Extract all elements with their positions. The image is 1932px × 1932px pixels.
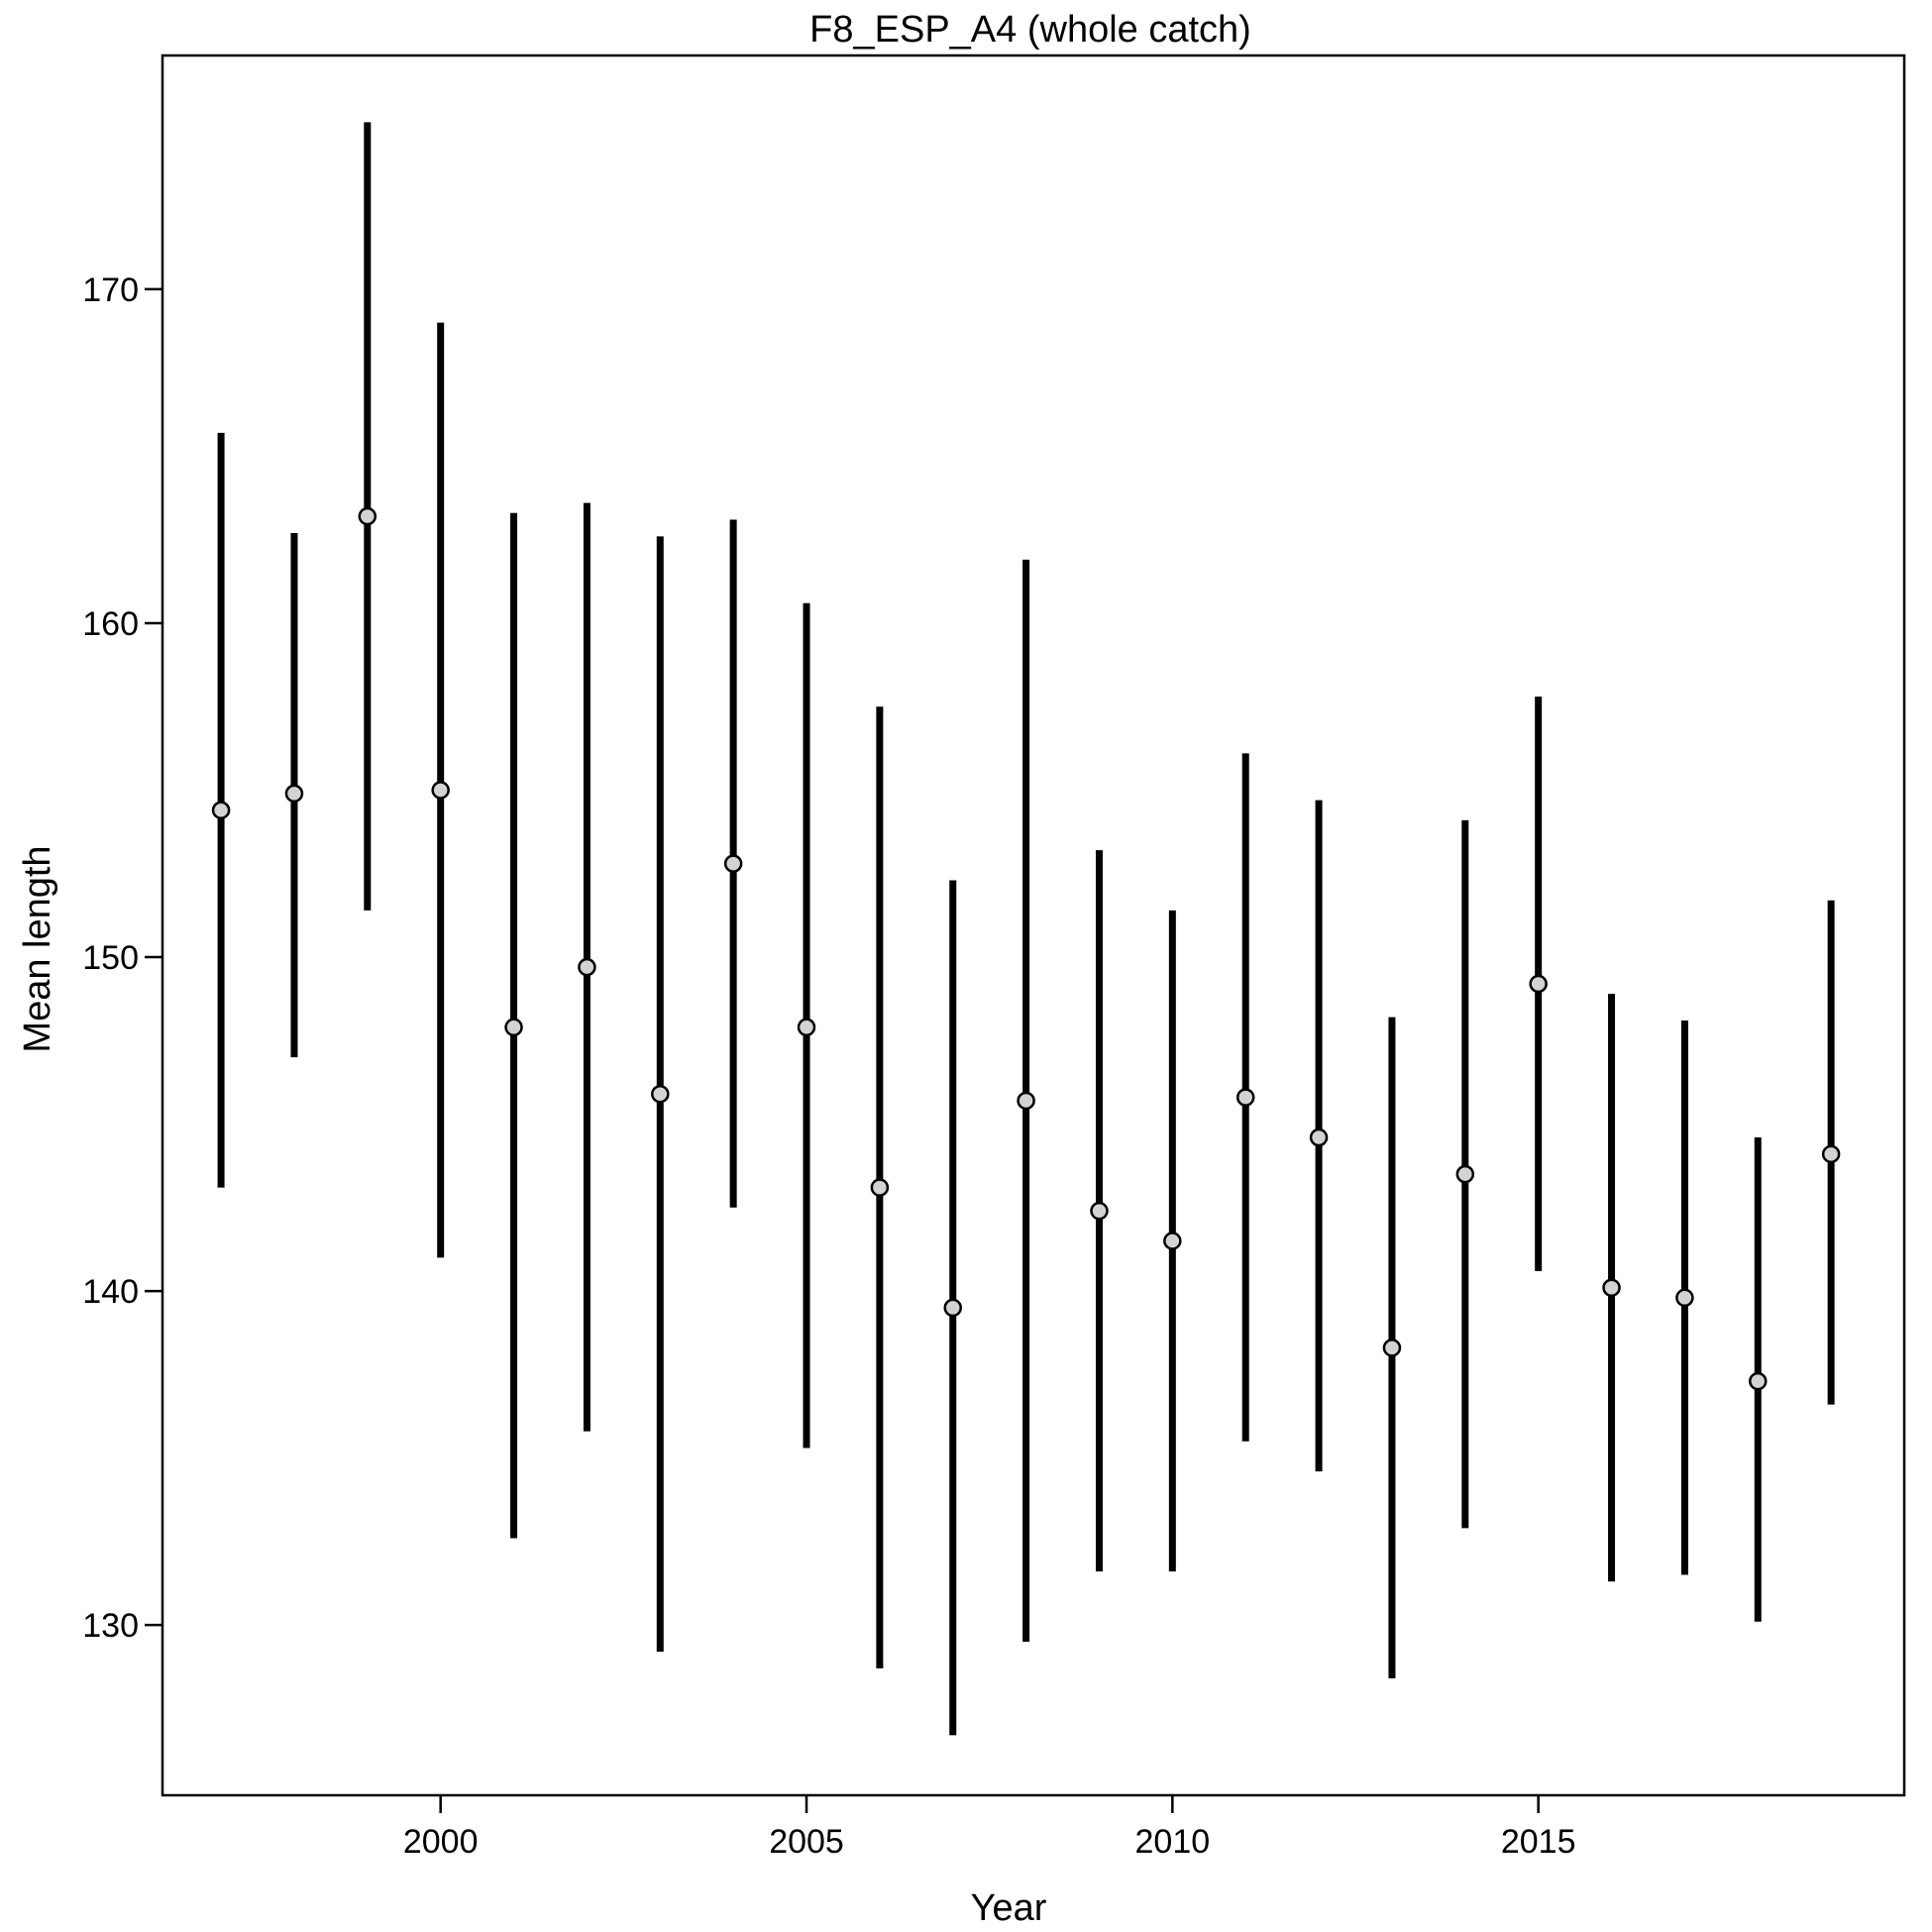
mean-point-2002 — [578, 957, 596, 977]
mean-point-2003 — [651, 1084, 670, 1104]
mean-point-2000 — [431, 781, 450, 800]
mean-point-2013 — [1382, 1339, 1402, 1357]
chart-title: F8_ESP_A4 (whole catch) — [809, 9, 1251, 51]
y-tick-label-160: 160 — [82, 605, 139, 643]
mean-point-2015 — [1529, 974, 1548, 994]
mean-point-1999 — [358, 506, 377, 526]
x-tick-label-2015: 2015 — [1501, 1823, 1576, 1861]
mean-point-2010 — [1163, 1232, 1182, 1250]
mean-point-2012 — [1309, 1127, 1329, 1147]
x-tick-label-2010: 2010 — [1135, 1823, 1211, 1861]
mean-point-1998 — [284, 784, 304, 804]
mean-point-2016 — [1602, 1278, 1621, 1297]
mean-point-2009 — [1090, 1201, 1109, 1221]
mean-point-2011 — [1235, 1088, 1255, 1107]
y-tick-label-140: 140 — [82, 1273, 139, 1311]
y-axis-label: Mean length — [17, 845, 58, 1052]
plot-frame — [161, 54, 1906, 1797]
y-tick-label-170: 170 — [82, 271, 139, 309]
x-axis-label: Year — [971, 1887, 1047, 1929]
x-tick-label-2000: 2000 — [403, 1823, 479, 1861]
y-tick-label-130: 130 — [82, 1607, 139, 1645]
confidence-intervals — [217, 122, 1835, 1736]
mean-point-2007 — [943, 1298, 962, 1318]
mean-point-2004 — [723, 854, 743, 873]
y-axis: 130 140 150 160 170 — [82, 271, 162, 1645]
mean-point-2001 — [504, 1018, 523, 1037]
mean-point-2017 — [1675, 1288, 1694, 1308]
mean-markers — [211, 506, 1841, 1391]
mean-point-2005 — [797, 1018, 816, 1037]
x-axis: 2000 2005 2010 2015 — [403, 1795, 1576, 1861]
mean-point-2014 — [1455, 1164, 1475, 1184]
y-tick-label-150: 150 — [82, 939, 139, 977]
mean-point-2019 — [1821, 1144, 1841, 1164]
mean-point-2006 — [870, 1178, 890, 1197]
x-tick-label-2005: 2005 — [769, 1823, 844, 1861]
mean-point-2008 — [1017, 1091, 1035, 1111]
mean-point-1997 — [211, 801, 231, 819]
mean-point-2018 — [1749, 1371, 1768, 1391]
